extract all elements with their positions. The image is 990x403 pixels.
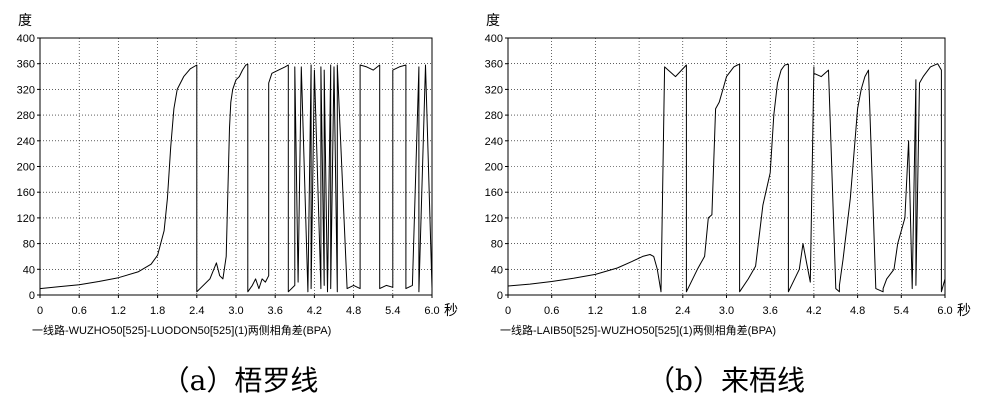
y-tick-label-a-1: 40 [23,264,35,276]
chart-b: 0 40 80 120 160 200 240 280 320 360 400 0 0.6 1.2 1.8 2… [485,13,971,397]
y-tick-label-a-2: 80 [23,239,35,251]
x-tick-label-b-0: 0 [505,305,511,317]
y-tick-label-a-8: 320 [17,84,35,96]
y-tick-label-b-0: 0 [497,290,503,302]
x-tick-label-a-0: 0 [37,305,43,317]
x-tick-label-a-6: 3.6 [268,305,283,317]
y-tick-label-b-1: 40 [491,264,503,276]
x-tick-label-b-3: 1.8 [631,305,646,317]
y-tick-label-b-4: 160 [485,187,503,199]
y-tick-label-b-9: 360 [485,59,503,71]
x-tick-label-b-4: 2.4 [675,305,690,317]
x-tick-label-b-8: 4.8 [850,305,865,317]
x-tick-label-b-7: 4.2 [806,305,821,317]
chart-a: 0 40 80 120 160 200 240 280 320 360 400 0 0.6 1.2 1.8 2… [17,13,458,397]
x-axis-unit-a: 秒 [444,303,458,319]
x-axis-unit-b: 秒 [957,303,971,319]
y-tick-label-b-3: 120 [485,213,503,225]
y-axis-label-a: 度 [18,13,32,29]
y-tick-label-b-5: 200 [485,162,503,174]
y-tick-label-a-5: 200 [17,162,35,174]
y-tick-label-a-3: 120 [17,213,35,225]
x-tick-label-a-8: 4.8 [346,305,361,317]
y-tick-label-b-6: 240 [485,136,503,148]
legend-entry-b: 一线路-LAIB50[525]-WUZHO50[525](1)两侧相角差(BPA… [500,323,776,337]
y-axis-label-b: 度 [486,13,500,29]
y-tick-label-b-2: 80 [491,239,503,251]
plot-frame-a [39,37,433,296]
y-tick-label-a-7: 280 [17,110,35,122]
x-tick-label-a-7: 4.2 [307,305,322,317]
x-tick-label-a-3: 1.8 [150,305,165,317]
x-tick-label-b-5: 3.0 [719,305,734,317]
x-tick-label-b-9: 5.4 [894,305,909,317]
legend-entry-a: 一线路-WUZHO50[525]-LUODON50[525](1)两侧相角差(B… [32,323,331,337]
x-tick-label-a-4: 2.4 [189,305,204,317]
y-tick-label-a-9: 360 [17,59,35,71]
chart-caption-a: （a）梧罗线 [162,364,319,397]
y-tick-label-b-8: 320 [485,84,503,96]
y-tick-label-a-6: 240 [17,136,35,148]
y-tick-label-b-7: 280 [485,110,503,122]
x-tick-label-a-9: 5.4 [385,305,400,317]
x-tick-label-b-2: 1.2 [588,305,603,317]
chart-caption-b: （b）来梧线 [647,364,805,397]
x-tick-label-b-10: 6.0 [937,305,952,317]
y-tick-label-a-10: 400 [17,33,35,45]
x-tick-label-a-5: 3.0 [228,305,243,317]
plot-frame-b [507,37,946,296]
x-tick-label-a-2: 1.2 [111,305,126,317]
series-line-b-0 [507,63,946,293]
x-tick-label-a-1: 0.6 [72,305,87,317]
x-tick-label-a-10: 6.0 [424,305,439,317]
x-tick-label-b-1: 0.6 [544,305,559,317]
y-tick-label-a-4: 160 [17,187,35,199]
series-line-a-0 [39,63,433,293]
x-tick-label-b-6: 3.6 [763,305,778,317]
y-tick-label-a-0: 0 [29,290,35,302]
y-tick-label-b-10: 400 [485,33,503,45]
